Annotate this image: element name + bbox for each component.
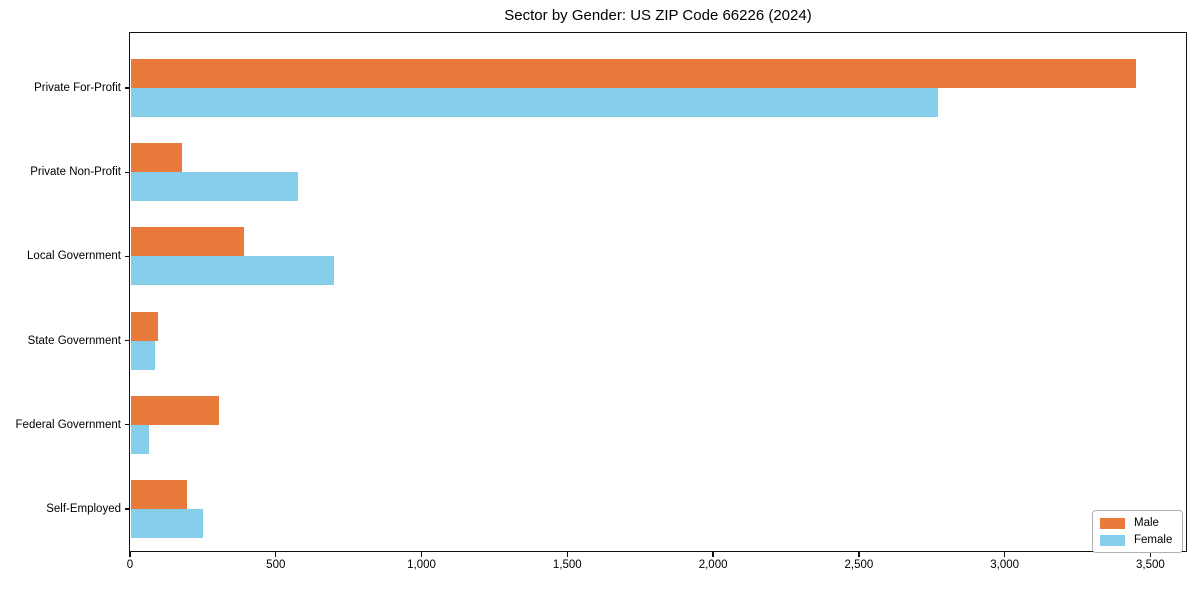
x-tick-mark [566, 552, 568, 557]
x-axis-tick-label: 1,000 [407, 559, 436, 571]
bar-male-local-government [131, 227, 244, 257]
y-tick-mark [125, 339, 130, 342]
legend-label-male: Male [1134, 517, 1159, 529]
y-tick-mark [125, 508, 130, 510]
bar-female-federal-government [131, 424, 149, 454]
x-tick-mark [1149, 552, 1152, 557]
x-tick-mark [420, 552, 423, 557]
y-tick-mark [125, 424, 130, 426]
bar-female-private-for-profit [131, 88, 938, 117]
chart-title: Sector by Gender: US ZIP Code 66226 (202… [504, 7, 812, 24]
y-tick-mark [125, 255, 130, 258]
y-axis-label-self-employed: Self-Employed [46, 503, 121, 515]
bar-male-self-employed [131, 480, 187, 509]
male-swatch [1100, 517, 1125, 529]
y-tick-mark [125, 87, 130, 89]
x-tick-mark [129, 552, 131, 557]
plot-area [129, 32, 1187, 552]
y-axis-label-state-government: State Government [27, 334, 121, 347]
bar-female-state-government [131, 340, 155, 370]
legend-label-female: Female [1134, 534, 1173, 546]
legend-entry-male: Male [1100, 517, 1172, 529]
bar-female-local-government [131, 256, 335, 286]
x-axis-tick-label: 2,000 [698, 559, 728, 571]
y-axis-label-federal-government: Federal Government [15, 418, 121, 431]
y-axis-label-private-non-profit: Private Non-Profit [30, 166, 121, 179]
x-axis-tick-label: 0 [126, 559, 134, 571]
x-axis-tick-label: 500 [266, 559, 286, 571]
x-tick-mark [712, 552, 714, 557]
x-axis-tick-label: 3,500 [1136, 559, 1165, 571]
bar-male-private-for-profit [131, 59, 1136, 88]
bar-male-private-non-profit [131, 143, 183, 173]
bar-male-state-government [131, 311, 158, 341]
x-tick-mark [275, 552, 277, 557]
bar-male-federal-government [131, 395, 219, 425]
female-swatch [1100, 534, 1125, 546]
x-tick-mark [1004, 552, 1006, 557]
x-axis-tick-label: 2,500 [844, 559, 874, 571]
legend: Male Female [1092, 510, 1184, 553]
x-axis-tick-label: 1,500 [552, 559, 582, 571]
x-tick-mark [858, 552, 860, 557]
y-tick-mark [125, 171, 130, 173]
legend-entry-female: Female [1100, 534, 1172, 546]
y-axis-label-local-government: Local Government [27, 250, 121, 263]
bar-female-private-non-profit [131, 172, 298, 202]
bar-female-self-employed [131, 509, 203, 538]
x-axis-tick-label: 3,000 [990, 559, 1020, 571]
y-axis-label-private-for-profit: Private For-Profit [34, 82, 121, 94]
